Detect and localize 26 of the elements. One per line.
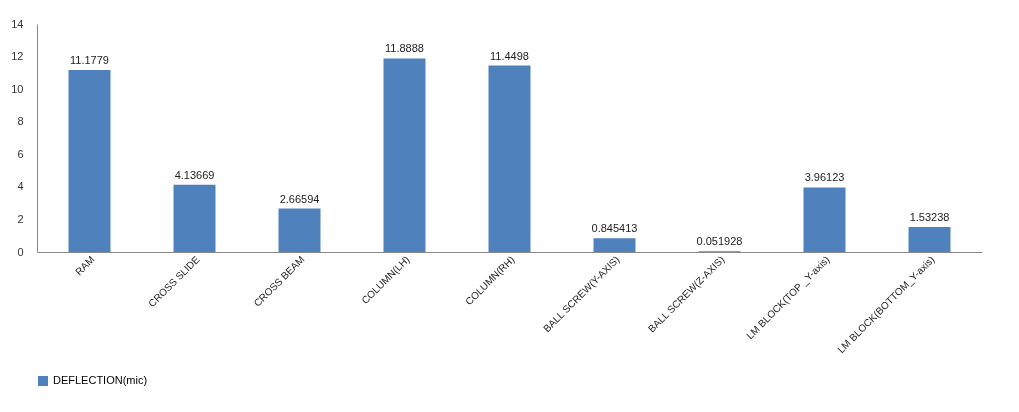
- y-tick-label: 2: [17, 212, 24, 225]
- bar: [383, 58, 426, 252]
- y-tick-label: 6: [17, 147, 24, 160]
- bar: [68, 69, 111, 252]
- bar: [488, 65, 531, 252]
- bar: [593, 238, 636, 252]
- y-tick-label: 0: [17, 245, 24, 258]
- data-label: 11.8888: [385, 42, 424, 55]
- data-label: 2.66594: [279, 192, 320, 205]
- data-label: 4.13669: [174, 168, 215, 181]
- y-tick-label: 4: [17, 180, 24, 193]
- data-label: 0.051928: [696, 235, 743, 248]
- y-tick-label: 14: [11, 17, 24, 30]
- data-label: 3.96123: [804, 171, 845, 184]
- bar: [173, 184, 216, 252]
- bar: [278, 208, 321, 252]
- data-label: 11.4498: [490, 49, 529, 62]
- legend-label: DEFLECTION(mic): [53, 374, 148, 386]
- data-label: 0.845413: [591, 222, 638, 235]
- bar: [803, 187, 846, 252]
- data-label: 11.1779: [70, 53, 109, 66]
- bar: [908, 227, 951, 252]
- y-tick-label: 10: [11, 82, 24, 95]
- y-tick-label: 12: [11, 50, 24, 63]
- data-label: 1.53238: [909, 211, 950, 224]
- y-tick-label: 8: [17, 115, 24, 128]
